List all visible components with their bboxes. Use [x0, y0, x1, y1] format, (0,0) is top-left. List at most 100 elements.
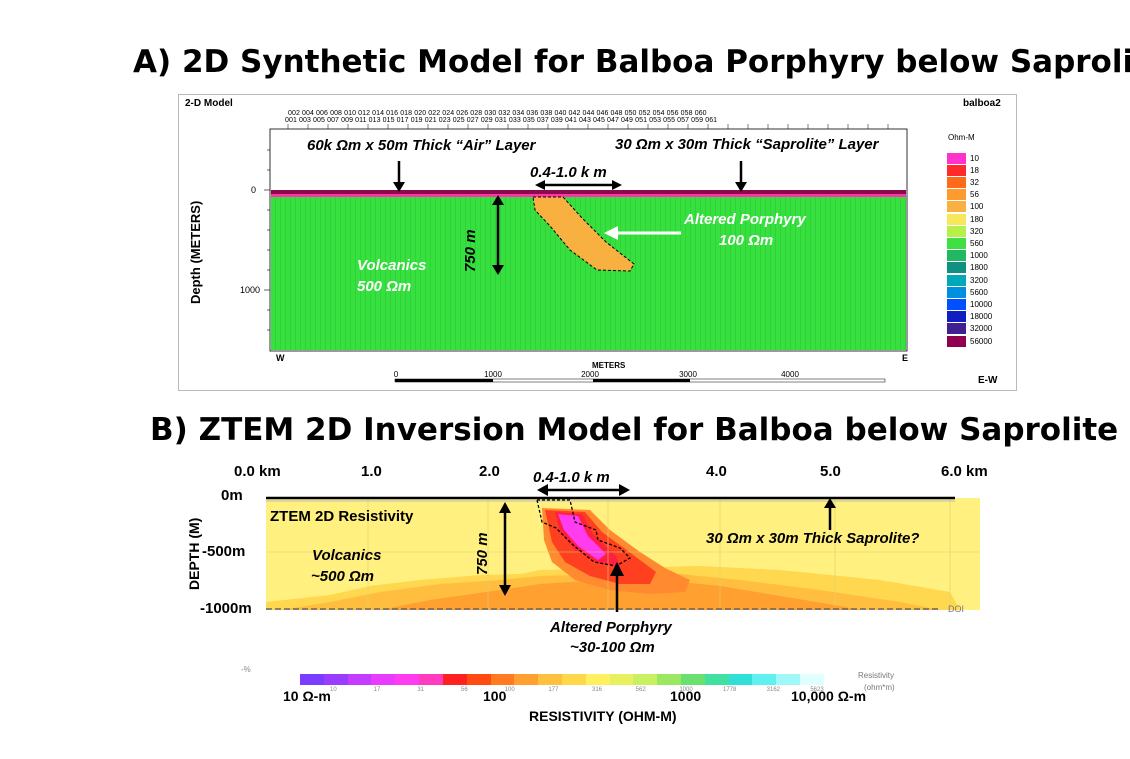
- scale-tick-1000: 1000: [484, 370, 502, 379]
- colorbar-label-10: 10 Ω-m: [283, 688, 331, 704]
- colorbar-segment: [752, 674, 777, 685]
- porphyry-body: [532, 196, 635, 272]
- colorbar-small-tick: 1778: [723, 687, 737, 693]
- panel-b-plot: [266, 484, 980, 612]
- panel-a-header-right: balboa2: [963, 98, 1001, 109]
- ann-width-b: 0.4-1.0 k m: [533, 469, 610, 486]
- colorbar-small-tick: 31: [417, 687, 425, 693]
- ann-volcanics-a-1: Volcanics: [357, 257, 427, 274]
- doi-label: DOI: [948, 604, 965, 614]
- ytick-0: 0: [251, 185, 256, 195]
- colorbar-segment: [609, 674, 634, 685]
- colorbar-segment: [728, 674, 753, 685]
- ylabel-b: DEPTH (M): [186, 517, 202, 590]
- legend-item: 32000: [947, 323, 992, 335]
- legend-label: 320: [970, 226, 984, 236]
- legend-swatch: [947, 225, 966, 237]
- title-a: A) 2D Synthetic Model for Balboa Porphyr…: [133, 44, 1130, 80]
- colorbar-stray-label: -%: [241, 665, 251, 674]
- legend-item: 56000: [947, 335, 992, 347]
- colorbar-xlabel: RESISTIVITY (OHM-M): [529, 708, 677, 724]
- legend-item: 3200: [947, 274, 988, 286]
- legend-item: 100: [947, 201, 983, 213]
- legend-item: 10000: [947, 298, 992, 310]
- ann-air-layer: 60k Ωm x 50m Thick “Air” Layer: [307, 137, 536, 154]
- station-row-1: 002 004 006 008 010 012 014 016 018 020 …: [288, 110, 707, 117]
- colorbar-small-tick: 3162: [766, 687, 781, 693]
- legend-item: 18: [947, 164, 979, 176]
- legend-label: 56000: [970, 336, 993, 346]
- legend-swatch: [947, 164, 966, 176]
- volcanics-region: [271, 197, 906, 350]
- x-left-label: W: [276, 353, 285, 363]
- colorbar-small-tick: 56: [461, 687, 468, 693]
- colorbar-segment: [442, 674, 467, 685]
- colorbar-small-tick: 316: [592, 687, 603, 693]
- legend-item: 18000: [947, 311, 992, 323]
- legend-label: 18: [970, 165, 979, 175]
- ann-porphyry-a-2: 100 Ωm: [719, 232, 774, 249]
- ann-porphyry-b-2: ~30-100 Ωm: [570, 639, 655, 656]
- colorbar-small-tick: 100: [504, 687, 515, 693]
- legend-swatch: [947, 152, 966, 164]
- legend-item: 1000: [947, 250, 988, 262]
- colorbar-segment: [371, 674, 396, 685]
- legend-swatch: [947, 286, 966, 298]
- legend-swatch: [947, 237, 966, 249]
- xtick-b-2: 2.0: [479, 463, 500, 480]
- xtick-b-0: 0.0 km: [234, 463, 281, 480]
- colorbar-small-tick: 10: [330, 687, 337, 693]
- legend-item: 56: [947, 189, 979, 201]
- legend-item: 180: [947, 213, 983, 225]
- colorbar: [300, 674, 824, 685]
- ann-volcanics-b-1: Volcanics: [312, 547, 382, 564]
- colorbar-label-100: 100: [483, 688, 507, 704]
- legend-label: 10000: [970, 299, 993, 309]
- legend-swatch: [947, 311, 966, 323]
- colorbar-segment: [395, 674, 420, 685]
- ann-saprolite-layer: 30 Ωm x 30m Thick “Saprolite” Layer: [615, 136, 879, 153]
- ann-volcanics-a-2: 500 Ωm: [357, 278, 412, 295]
- colorbar-small-tick: 177: [548, 687, 559, 693]
- panel-a-header-left: 2-D Model: [185, 98, 233, 109]
- saprolite-layer: [271, 194, 906, 197]
- legend-label: 3200: [970, 275, 988, 285]
- ann-porphyry-a-1: Altered Porphyry: [684, 211, 806, 228]
- colorbar-segment: [300, 674, 324, 685]
- ann-width-a: 0.4-1.0 k m: [530, 164, 607, 181]
- annotation-arrows-a: [397, 161, 743, 269]
- xtick-b-5: 5.0: [820, 463, 841, 480]
- colorbar-small-tick: 17: [373, 687, 381, 693]
- legend-swatch: [947, 335, 966, 347]
- legend-swatch: [947, 201, 966, 213]
- colorbar-segment: [633, 674, 658, 685]
- legend-item: 32: [947, 176, 979, 188]
- legend-swatch: [947, 274, 966, 286]
- colorbar-segment: [681, 674, 705, 685]
- ytick-1000: 1000: [240, 285, 260, 295]
- scale-tick-3000: 3000: [679, 370, 697, 379]
- legend-label: 5600: [970, 287, 988, 297]
- legend-label: 560: [970, 238, 984, 248]
- colorbar-title: Resistivity: [858, 671, 895, 680]
- ann-volcanics-b-2: ~500 Ωm: [311, 568, 375, 585]
- x-right-label: E: [902, 353, 908, 363]
- colorbar-segment: [466, 674, 491, 685]
- colorbar-segment: [585, 674, 610, 685]
- legend-item: 560: [947, 237, 983, 249]
- ztem-box-label: ZTEM 2D Resistivity: [270, 508, 414, 525]
- panel-a-plot: 0 1000 W E METERS 0 1000 2000 3000 4000 …: [240, 124, 998, 386]
- legend-item: 320: [947, 225, 983, 237]
- legend-swatch: [947, 262, 966, 274]
- title-b: B) ZTEM 2D Inversion Model for Balboa be…: [150, 412, 1119, 448]
- legend-label: 180: [970, 214, 984, 224]
- legend-swatch: [947, 298, 966, 310]
- colorbar-segment: [514, 674, 539, 685]
- xtick-b-4: 4.0: [706, 463, 727, 480]
- legend-title: Ohm-M: [948, 133, 975, 142]
- colorbar-small-tick: 562: [635, 687, 646, 693]
- legend-label: 1000: [970, 251, 988, 261]
- air-layer: [271, 190, 906, 194]
- colorbar-segment: [538, 674, 562, 685]
- colorbar-segment: [490, 674, 515, 685]
